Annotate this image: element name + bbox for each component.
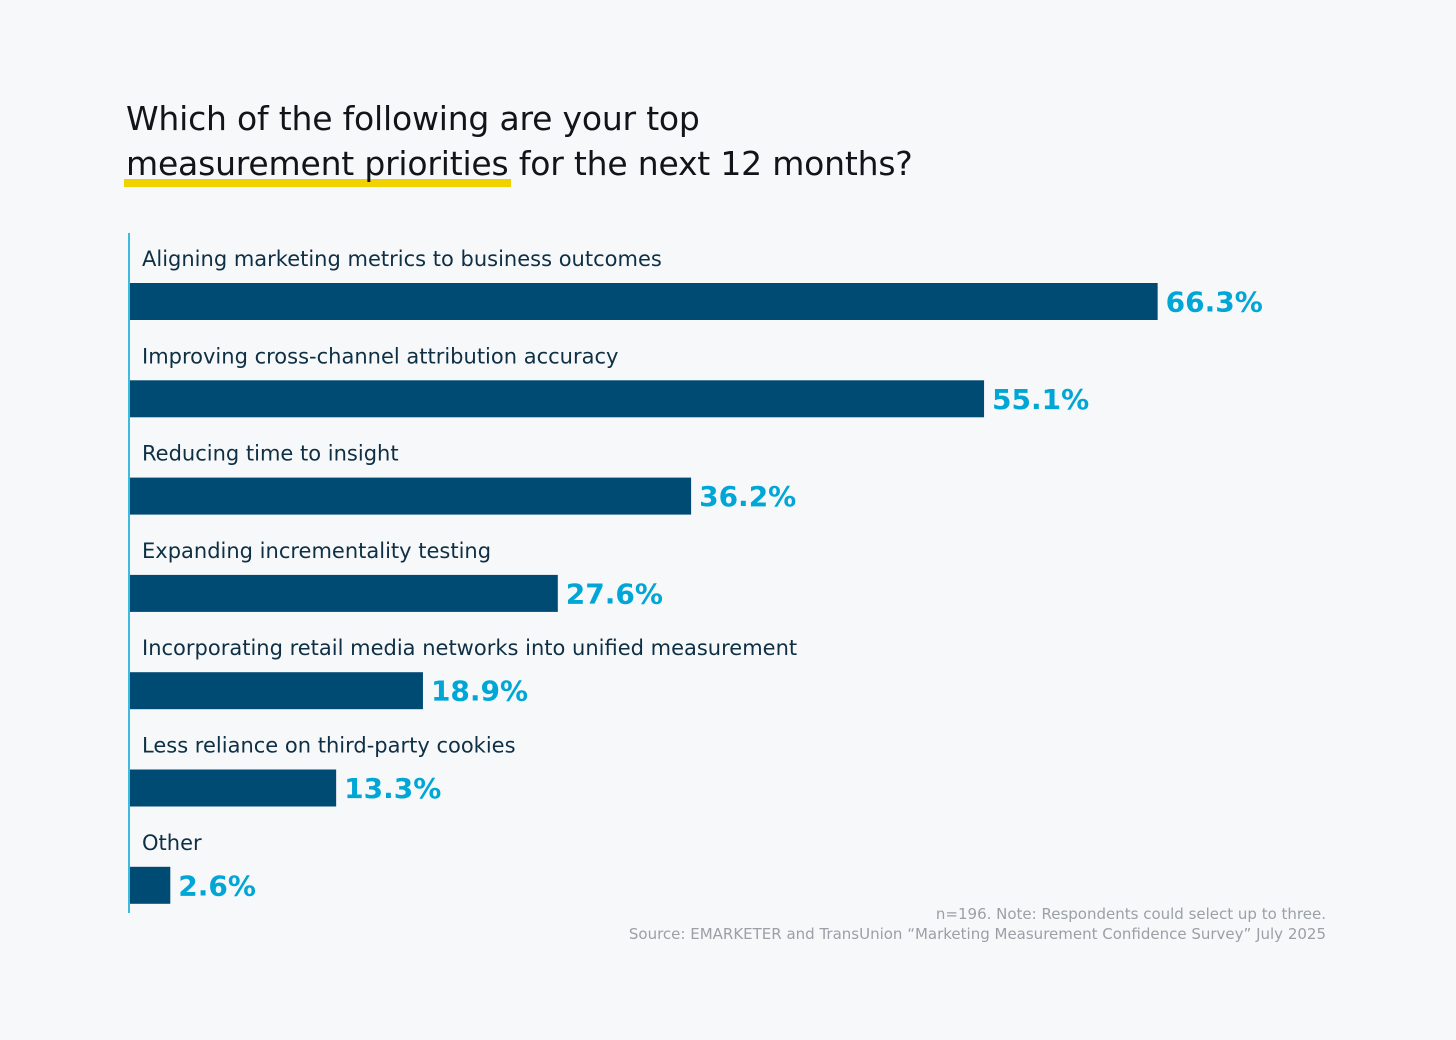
category-label: Other — [142, 831, 202, 855]
value-label: 2.6% — [178, 869, 256, 902]
bar-row: Expanding incrementality testing 27.6% — [130, 539, 663, 612]
bar — [130, 574, 558, 612]
bar — [130, 283, 1158, 320]
bar-row: Reducing time to insight 36.2% — [130, 442, 796, 515]
category-label: Reducing time to insight — [142, 442, 399, 466]
bar-row: Aligning marketing metrics to business o… — [130, 247, 1263, 320]
footnote: n=196. Note: Respondents could select up… — [935, 905, 1326, 923]
category-label: Improving cross-channel attribution accu… — [142, 344, 618, 368]
value-label: 18.9% — [431, 675, 528, 708]
chart-title: Which of the following are your top meas… — [124, 96, 1226, 187]
bar-row: Improving cross-channel attribution accu… — [130, 344, 1089, 418]
title-line-2: measurement priorities for the next 12 m… — [124, 141, 1226, 187]
bar — [130, 769, 337, 807]
category-label: Aligning marketing metrics to business o… — [142, 247, 662, 271]
bar — [130, 380, 985, 418]
category-label: Expanding incrementality testing — [142, 539, 491, 563]
category-label: Incorporating retail media networks into… — [142, 636, 797, 660]
chart-footer: n=196. Note: Respondents could select up… — [629, 904, 1326, 944]
bar — [130, 477, 692, 515]
value-label: 27.6% — [566, 577, 663, 610]
bar-row: Incorporating retail media networks into… — [130, 636, 797, 710]
bar — [130, 866, 171, 904]
value-label: 36.2% — [699, 480, 796, 513]
value-label: 13.3% — [344, 772, 441, 805]
bar — [130, 672, 423, 710]
title-line-2-rest: for the next 12 months? — [508, 144, 913, 183]
value-label: 55.1% — [992, 383, 1089, 416]
title-highlight: measurement priorities — [124, 141, 511, 187]
bar-row: Less reliance on third-party cookies 13.3… — [130, 734, 516, 807]
bar-row: Other 2.6% — [130, 831, 256, 904]
source-note: Source: EMARKETER and TransUnion “Market… — [628, 925, 1326, 943]
value-label: 66.3% — [1166, 286, 1263, 319]
category-label: Less reliance on third-party cookies — [142, 734, 516, 758]
title-line-1: Which of the following are your top — [126, 99, 700, 138]
